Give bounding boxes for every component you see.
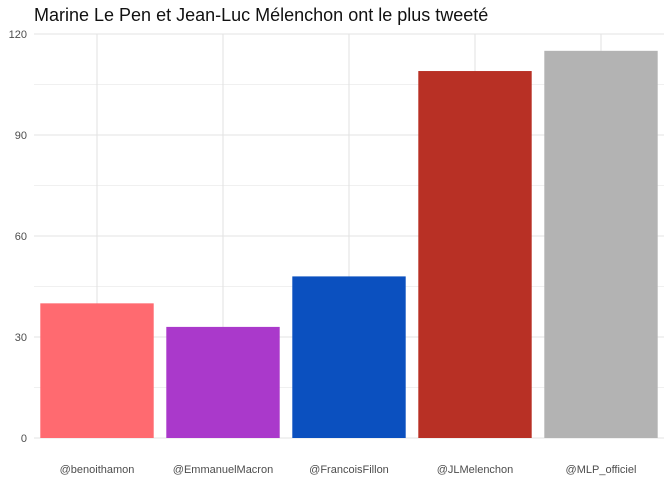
x-tick-label: @JLMelenchon	[437, 464, 514, 476]
x-tick-label: @MLP_officiel	[566, 464, 637, 476]
y-tick-label: 0	[21, 433, 27, 445]
chart-title: Marine Le Pen et Jean-Luc Mélenchon ont …	[34, 5, 489, 25]
bar-emmanuelmacron	[166, 326, 280, 438]
x-axis: @benoithamon @EmmanuelMacron @FrancoisFill…	[60, 464, 637, 476]
bar-benoithamon	[40, 303, 154, 438]
bar-mlp_officiel	[544, 50, 658, 438]
x-tick-label: @EmmanuelMacron	[173, 464, 273, 476]
y-tick-label: 120	[9, 29, 27, 41]
bar-francoisfillon	[292, 276, 406, 438]
bars	[40, 50, 658, 439]
x-tick-label: @FrancoisFillon	[309, 464, 389, 476]
y-tick-label: 90	[15, 130, 27, 142]
y-axis: 0 30 60 90 120	[9, 29, 27, 445]
bar-jlmelenchon	[418, 71, 532, 439]
x-tick-label: @benoithamon	[60, 464, 135, 476]
y-tick-label: 30	[15, 332, 27, 344]
y-tick-label: 60	[15, 231, 27, 243]
